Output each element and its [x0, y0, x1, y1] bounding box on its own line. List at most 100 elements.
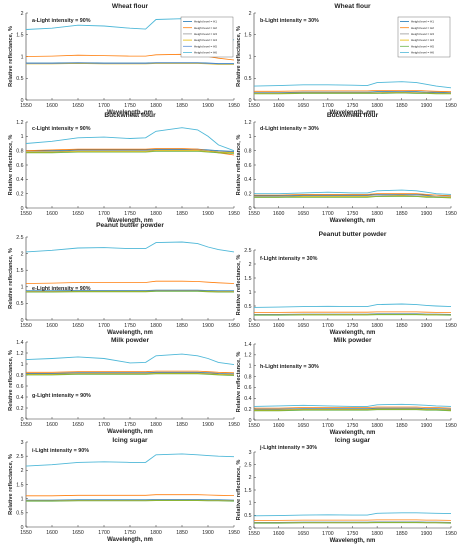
y-tick-label: 2.5	[244, 248, 251, 254]
x-tick-label: 1650	[72, 323, 84, 329]
y-tick-label: 0.5	[16, 76, 23, 82]
x-tick-label: 1800	[150, 530, 162, 536]
panel-c: Buckwheat flour 0 0.2 0.4 0.6 0.8 1 1.2 1550 1600…	[8, 112, 240, 224]
y-tick-label: 1.5	[16, 268, 23, 274]
x-tick-label: 1700	[322, 211, 334, 217]
x-tick-label: 1600	[46, 422, 58, 428]
panel-annotation: f-Light intensity = 30%	[260, 256, 318, 262]
x-tick-label: 1750	[347, 323, 359, 329]
y-tick-label: 2	[21, 468, 24, 474]
y-tick-label: 1	[249, 500, 252, 506]
legend-entry: Height level = H2	[411, 26, 434, 30]
x-tick-label: 1800	[150, 103, 162, 109]
x-tick-label: 1800	[150, 422, 162, 428]
series-line-5	[26, 290, 234, 293]
legend: Height level = H1 Height level = H2 Height…	[397, 16, 451, 58]
series-line-5	[26, 373, 235, 376]
x-tick-label: 1850	[396, 211, 408, 217]
y-tick-label: 0.6	[244, 163, 251, 169]
legend-box	[397, 16, 451, 58]
series-line-6	[253, 403, 452, 407]
panel-annotation: j-Light intensity = 30%	[259, 445, 317, 451]
panel-title: Milk powder	[333, 337, 372, 344]
x-tick-label: 1900	[421, 211, 433, 217]
x-tick-label: 1650	[72, 211, 84, 217]
x-tick-label: 1750	[347, 423, 359, 429]
panel-annotation: e-Light intensity = 90%	[32, 286, 91, 292]
series-line-4	[254, 408, 452, 411]
y-tick-label: 2.5	[244, 462, 251, 468]
x-tick-label: 1950	[445, 423, 457, 429]
y-tick-label: 1.2	[16, 351, 23, 357]
y-tick-label: 0	[21, 98, 24, 104]
series-line-1	[26, 62, 234, 64]
series-line-2	[25, 280, 235, 284]
y-tick-label: 2	[249, 262, 252, 268]
x-tick-label: 1900	[202, 211, 214, 217]
y-tick-label: 1	[249, 290, 252, 296]
panel-e: Peanut butter powder 0 0.5 1 1.5 2 2.5 1550 1600…	[8, 222, 240, 336]
x-axis-label: Wavelength, nm	[107, 330, 153, 336]
y-tick-label: 0.5	[244, 513, 251, 519]
y-tick-label: 0	[21, 525, 24, 531]
x-tick-label: 1900	[421, 423, 433, 429]
x-tick-label: 1950	[228, 530, 240, 536]
x-tick-label: 1800	[371, 323, 383, 329]
x-tick-label: 1950	[228, 103, 240, 109]
y-tick-label: 0.2	[244, 407, 251, 413]
series-line-1	[254, 407, 452, 410]
x-tick-label: 1600	[273, 323, 285, 329]
y-tick-label: 0.2	[16, 191, 23, 197]
y-tick-label: 0	[21, 417, 24, 423]
y-tick-label: 0.4	[16, 177, 23, 183]
series-line-6	[25, 353, 235, 366]
y-tick-label: 1.5	[244, 276, 251, 282]
y-tick-label: 3	[249, 450, 252, 456]
x-tick-label: 1750	[124, 211, 136, 217]
legend-entry: Height level = H6	[194, 51, 217, 55]
x-tick-label: 1850	[396, 323, 408, 329]
x-tick-label: 1550	[248, 211, 260, 217]
y-tick-label: 0	[21, 206, 24, 212]
x-tick-label: 1850	[176, 422, 188, 428]
legend-entry: Height level = H1	[194, 20, 217, 24]
x-tick-label: 1750	[124, 323, 136, 329]
y-tick-label: 2.5	[16, 454, 23, 460]
x-tick-label: 1600	[46, 211, 58, 217]
x-tick-label: 1600	[273, 211, 285, 217]
x-tick-label: 1650	[297, 531, 309, 537]
x-tick-label: 1550	[248, 323, 260, 329]
x-axis-label: Wavelength, nm	[330, 218, 376, 224]
legend-entry: Height level = H3	[411, 32, 434, 36]
panel-annotation: h-Light intensity = 30%	[260, 364, 319, 370]
legend-entry: Height level = H2	[194, 26, 217, 30]
y-tick-label: 0	[249, 418, 252, 424]
panel-annotation: d-Light intensity = 30%	[260, 126, 319, 132]
x-tick-label: 1750	[347, 211, 359, 217]
series-line-6	[253, 512, 452, 517]
y-tick-label: 0	[249, 98, 252, 104]
y-axis-label: Relative reflectance, %	[236, 26, 242, 87]
x-tick-label: 1850	[396, 103, 408, 109]
y-tick-label: 1.2	[244, 353, 251, 359]
y-axis-label: Relative reflectance, %	[236, 460, 242, 521]
y-tick-label: 0	[249, 206, 252, 212]
x-tick-label: 1600	[273, 531, 285, 537]
y-axis-label: Relative reflectance, %	[8, 135, 14, 196]
x-tick-label: 1850	[396, 531, 408, 537]
y-axis-label: Relative reflectance, %	[8, 248, 14, 309]
x-tick-label: 1650	[72, 422, 84, 428]
panel-annotation: c-Light intensity = 90%	[32, 126, 91, 132]
x-tick-label: 1850	[176, 323, 188, 329]
x-tick-label: 1700	[98, 530, 110, 536]
series-line-5	[26, 500, 235, 502]
legend-entry: Height level = H5	[194, 44, 217, 48]
panel-title: Icing sugar	[335, 437, 371, 444]
series-line-6	[253, 81, 452, 89]
series-line-2	[254, 90, 452, 93]
x-tick-label: 1700	[98, 323, 110, 329]
y-tick-label: 0.6	[244, 385, 251, 391]
x-tick-label: 1600	[273, 103, 285, 109]
legend-entry: Height level = H5	[411, 44, 434, 48]
